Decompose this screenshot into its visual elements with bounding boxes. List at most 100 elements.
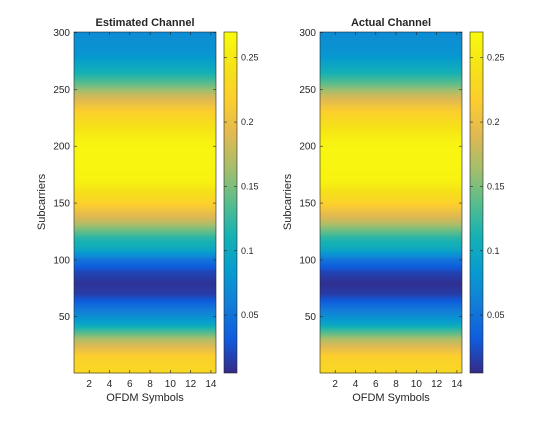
- heatmap-cell: [74, 285, 216, 288]
- heatmap-cell: [320, 180, 462, 183]
- x-tick-label: 2: [332, 379, 338, 390]
- heatmap-cell: [74, 259, 216, 261]
- heatmap-cell: [74, 113, 216, 116]
- heatmap-cell: [320, 269, 462, 272]
- heatmap-cell: [74, 130, 216, 133]
- heatmap-cell: [74, 263, 216, 266]
- heatmap-cell: [74, 290, 216, 292]
- heatmap-cell: [74, 97, 216, 100]
- y-tick-label: 100: [53, 255, 70, 266]
- heatmap-cell: [74, 53, 216, 56]
- heatmap-cell: [320, 97, 462, 100]
- heatmap-cell: [74, 152, 216, 155]
- heatmap-cell: [74, 178, 216, 181]
- heatmap-cell: [320, 45, 462, 48]
- heatmap-cell: [320, 37, 462, 40]
- heatmap-cell: [320, 297, 462, 300]
- heatmap-cell: [320, 127, 462, 130]
- heatmap-cell: [74, 50, 216, 52]
- heatmap-cell: [74, 193, 216, 195]
- heatmap-cell: [320, 72, 462, 75]
- heatmap-cell: [74, 288, 216, 291]
- heatmap-cell: [74, 312, 216, 315]
- heatmap-cell: [74, 118, 216, 120]
- heatmap-cell: [74, 358, 216, 360]
- heatmap-cell: [74, 257, 216, 259]
- heatmap-cell: [320, 255, 462, 258]
- y-axis-ticks: 50 100 150 200 250 300: [53, 28, 216, 323]
- heatmap-cell: [74, 280, 216, 283]
- heatmap-cell: [74, 234, 216, 236]
- heatmap-cell: [320, 59, 462, 61]
- heatmap-cell: [320, 46, 462, 49]
- heatmap-cell: [320, 184, 462, 186]
- heatmap-cell: [74, 279, 216, 282]
- heatmap-cell: [74, 153, 216, 156]
- colorbar-gradient: [470, 32, 483, 373]
- heatmap-cell: [320, 133, 462, 135]
- heatmap-cell: [320, 261, 462, 264]
- heatmap-cell: [320, 335, 462, 338]
- heatmap-cell: [320, 243, 462, 245]
- heatmap-cell: [320, 346, 462, 349]
- heatmap-cell: [320, 192, 462, 194]
- heatmap-cell: [320, 79, 462, 82]
- heatmap-cell: [74, 368, 216, 370]
- heatmap-cell: [74, 111, 216, 114]
- heatmap-cell: [320, 357, 462, 359]
- heatmap-cell: [320, 218, 462, 220]
- heatmap-cell: [74, 150, 216, 152]
- heatmap-cell: [74, 201, 216, 203]
- heatmap-cell: [320, 292, 462, 294]
- heatmap-cell: [74, 93, 216, 95]
- heatmap-cell: [320, 282, 462, 284]
- heatmap-cell: [74, 122, 216, 125]
- heatmap-cell: [320, 245, 462, 248]
- heatmap-cell: [320, 136, 462, 139]
- x-tick-label: 4: [107, 379, 113, 390]
- heatmap-cell: [320, 270, 462, 273]
- heatmap-cell: [320, 224, 462, 226]
- heatmap-cell: [74, 100, 216, 102]
- heatmap-cell: [320, 320, 462, 323]
- heatmap-cell: [74, 49, 216, 51]
- heatmap-cell: [320, 304, 462, 307]
- heatmap-cell: [74, 270, 216, 273]
- heatmap-cell: [320, 200, 462, 202]
- heatmap-cell: [74, 128, 216, 131]
- heatmap-cell: [74, 144, 216, 147]
- colorbar-ticks: 0.05 0.1 0.15 0.2 0.25: [224, 53, 259, 320]
- heatmap-cell: [74, 34, 216, 36]
- heatmap-cell: [320, 99, 462, 101]
- heatmap-cell: [320, 162, 462, 165]
- heatmap-cell: [74, 294, 216, 297]
- heatmap-cell: [320, 326, 462, 328]
- heatmap-cell: [320, 194, 462, 197]
- heatmap-cell: [320, 159, 462, 161]
- heatmap-cell: [320, 302, 462, 305]
- heatmap-cell: [74, 142, 216, 144]
- heatmap-cell: [320, 108, 462, 110]
- heatmap-cell: [74, 192, 216, 194]
- heatmap-cell: [74, 266, 216, 268]
- heatmap-cell: [320, 266, 462, 268]
- heatmap: [320, 32, 462, 374]
- heatmap-cell: [320, 164, 462, 167]
- heatmap-cell: [320, 135, 462, 137]
- heatmap-cell: [320, 70, 462, 73]
- heatmap-cell: [320, 80, 462, 83]
- heatmap-cell: [74, 340, 216, 342]
- heatmap-cell: [320, 286, 462, 289]
- heatmap-cell: [74, 175, 216, 177]
- heatmap-cell: [74, 243, 216, 245]
- heatmap-cell: [320, 240, 462, 242]
- colorbar-tick-label: 0.25: [487, 53, 505, 63]
- heatmap-cell: [320, 167, 462, 169]
- heatmap-cell: [320, 360, 462, 363]
- heatmap-cell: [320, 147, 462, 150]
- y-axis-ticks: 50 100 150 200 250 300: [299, 28, 462, 323]
- heatmap-cell: [320, 353, 462, 356]
- heatmap-cell: [74, 287, 216, 290]
- heatmap-cell: [74, 162, 216, 165]
- heatmap-cell: [320, 316, 462, 318]
